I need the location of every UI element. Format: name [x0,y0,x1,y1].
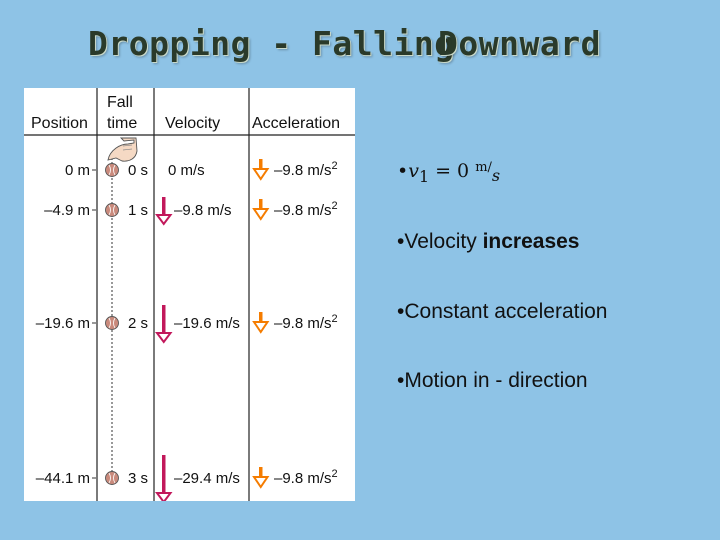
acceleration-exponent: 2 [332,200,338,212]
ball-icon [105,316,119,330]
acceleration-exponent: 2 [332,468,338,480]
table-rows: 0 m 0 s 0 m/s –9.8 m/s2 –4.9 m 1 s –9.8 m/s –9.… [36,159,338,501]
cell-time: 0 s [128,162,148,179]
bullet-initial-velocity: •v1 = 0 m/s [397,160,501,186]
cell-time: 3 s [128,470,148,487]
velocity-subscript: 1 [418,166,430,186]
velocity-symbol: v [408,160,419,182]
cell-acceleration: –9.8 m/s2 [274,313,338,332]
table-row: –44.1 m 3 s –29.4 m/s –9.8 m/s2 [36,455,338,501]
bullet-velocity-emphasis: increases [482,230,580,253]
acceleration-exponent: 2 [332,313,338,325]
header-fall-time-line1: Fall [107,94,133,111]
cell-acceleration: –9.8 m/s2 [274,200,338,219]
cell-time: 1 s [128,202,148,219]
acceleration-exponent: 2 [332,160,338,172]
cell-velocity: 0 m/s [168,162,205,179]
hand-icon [107,137,138,162]
header-fall-time-line2: time [107,115,137,132]
cell-acceleration: –9.8 m/s2 [274,468,338,487]
cell-position: –4.9 m [44,202,90,219]
cell-position: –44.1 m [36,470,90,487]
table-row: 0 m 0 s 0 m/s –9.8 m/s2 [65,159,338,181]
header-acceleration: Acceleration [252,115,340,132]
bullet-motion-direction: •Motion in - direction [397,369,588,392]
slide-title: Dropping - Falling Downward [88,24,600,63]
title-part-2: Downward [438,24,601,63]
figure-table-svg: Position Fall time Velocity Acceleration… [24,88,355,501]
table-row: –19.6 m 2 s –19.6 m/s –9.8 m/s2 [36,305,338,344]
falling-motion-figure: Position Fall time Velocity Acceleration… [24,88,355,501]
velocity-arrow-icon [155,197,173,226]
bullet-velocity-prefix: Velocity [404,230,483,253]
velocity-arrow-icon [155,305,173,344]
header-position: Position [31,115,88,132]
header-velocity: Velocity [165,115,220,132]
unit-numerator: m [475,160,488,175]
bullet-constant-acceleration: •Constant acceleration [397,300,608,323]
velocity-equals: = 0 [435,160,470,182]
title-part-1: Dropping - Falling [88,24,455,63]
acceleration-arrow-icon [252,312,270,334]
ball-icon [105,203,119,217]
acceleration-arrow-icon [252,199,270,221]
bullet-motion-direction-text: Motion in - direction [404,369,588,392]
table-row: –4.9 m 1 s –9.8 m/s –9.8 m/s2 [44,197,338,226]
unit-denominator: s [491,166,501,185]
ball-icon [105,163,119,177]
cell-position: 0 m [65,162,90,179]
cell-position: –19.6 m [36,315,90,332]
acceleration-arrow-icon [252,159,270,181]
cell-velocity: –9.8 m/s [174,202,232,219]
cell-acceleration: –9.8 m/s2 [274,160,338,179]
velocity-arrow-icon [155,455,173,501]
bullet-velocity-increases: •Velocity increases [397,230,580,253]
acceleration-arrow-icon [252,467,270,489]
cell-velocity: –29.4 m/s [174,470,240,487]
bullet-constant-acceleration-text: Constant acceleration [404,300,608,323]
ball-icon [105,471,119,485]
cell-time: 2 s [128,315,148,332]
cell-velocity: –19.6 m/s [174,315,240,332]
